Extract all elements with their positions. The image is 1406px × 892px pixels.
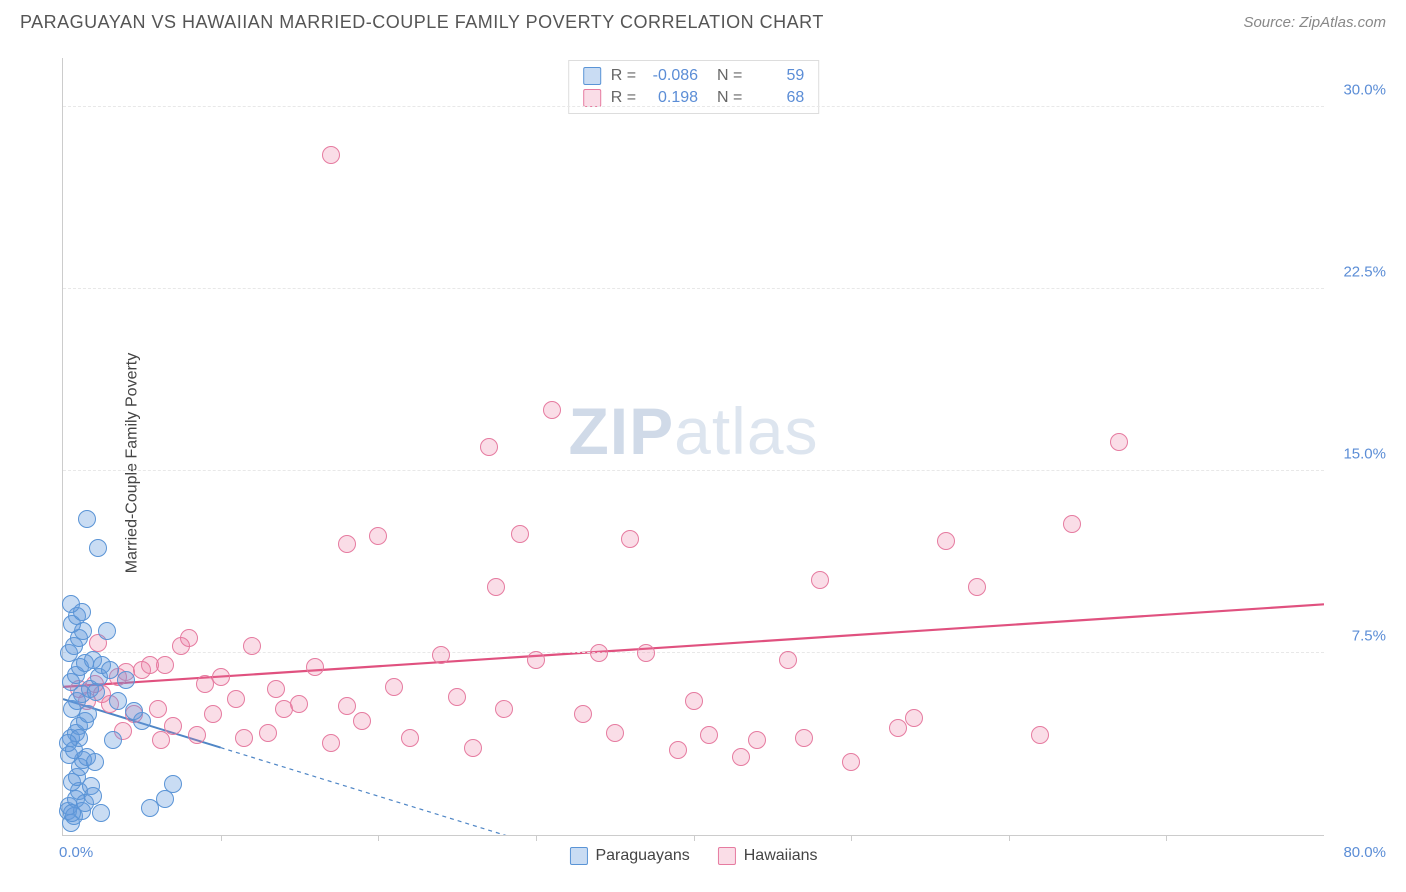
data-point-pink <box>353 712 371 730</box>
swatch-pink-icon <box>718 847 736 865</box>
data-point-pink <box>152 731 170 749</box>
source-credit: Source: ZipAtlas.com <box>1243 14 1386 31</box>
x-tick <box>536 835 537 841</box>
data-point-pink <box>290 695 308 713</box>
data-point-pink <box>606 724 624 742</box>
data-point-pink <box>149 700 167 718</box>
data-point-pink <box>1110 433 1128 451</box>
data-point-pink <box>322 146 340 164</box>
watermark: ZIPatlas <box>568 393 818 469</box>
data-point-pink <box>495 700 513 718</box>
data-point-pink <box>480 438 498 456</box>
plot-area: ZIPatlas R =-0.086 N =59 R =0.198 N =68 … <box>62 58 1324 836</box>
data-point-pink <box>164 717 182 735</box>
data-point-pink <box>487 578 505 596</box>
data-point-pink <box>1063 515 1081 533</box>
data-point-pink <box>432 646 450 664</box>
data-point-pink <box>385 678 403 696</box>
data-point-pink <box>905 709 923 727</box>
data-point-pink <box>511 525 529 543</box>
data-point-pink <box>732 748 750 766</box>
x-tick <box>221 835 222 841</box>
data-point-pink <box>227 690 245 708</box>
trend-lines <box>63 58 1324 835</box>
swatch-blue <box>583 67 601 85</box>
data-point-pink <box>322 734 340 752</box>
data-point-pink <box>527 651 545 669</box>
data-point-pink <box>842 753 860 771</box>
data-point-pink <box>1031 726 1049 744</box>
x-tick <box>1166 835 1167 841</box>
data-point-blue <box>164 775 182 793</box>
data-point-pink <box>543 401 561 419</box>
data-point-pink <box>889 719 907 737</box>
data-point-pink <box>464 739 482 757</box>
legend-item-blue: Paraguayans <box>569 847 689 865</box>
data-point-pink <box>621 530 639 548</box>
data-point-pink <box>180 629 198 647</box>
bottom-legend: Paraguayans Hawaiians <box>569 847 817 865</box>
data-point-pink <box>685 692 703 710</box>
data-point-pink <box>267 680 285 698</box>
data-point-blue <box>117 671 135 689</box>
data-point-pink <box>748 731 766 749</box>
data-point-pink <box>401 729 419 747</box>
data-point-pink <box>968 578 986 596</box>
data-point-pink <box>156 656 174 674</box>
data-point-pink <box>243 637 261 655</box>
data-point-pink <box>212 668 230 686</box>
data-point-pink <box>590 644 608 662</box>
data-point-pink <box>448 688 466 706</box>
chart-title: PARAGUAYAN VS HAWAIIAN MARRIED-COUPLE FA… <box>20 12 824 33</box>
data-point-pink <box>338 535 356 553</box>
data-point-blue <box>84 787 102 805</box>
data-point-blue <box>89 539 107 557</box>
gridline <box>63 288 1324 289</box>
data-point-blue <box>78 510 96 528</box>
y-tick-label: 7.5% <box>1352 627 1386 644</box>
data-point-blue <box>92 804 110 822</box>
chart-container: Married-Couple Family Poverty ZIPatlas R… <box>12 50 1394 876</box>
gridline <box>63 470 1324 471</box>
data-point-pink <box>235 729 253 747</box>
data-point-blue <box>98 622 116 640</box>
x-tick <box>694 835 695 841</box>
data-point-pink <box>669 741 687 759</box>
data-point-blue <box>59 734 77 752</box>
x-axis-max-label: 80.0% <box>1343 844 1386 861</box>
gridline <box>63 106 1324 107</box>
data-point-pink <box>700 726 718 744</box>
data-point-blue <box>104 731 122 749</box>
data-point-pink <box>188 726 206 744</box>
data-point-pink <box>637 644 655 662</box>
x-tick <box>851 835 852 841</box>
data-point-pink <box>779 651 797 669</box>
data-point-pink <box>574 705 592 723</box>
data-point-blue <box>125 702 143 720</box>
data-point-pink <box>937 532 955 550</box>
data-point-blue <box>141 799 159 817</box>
data-point-pink <box>204 705 222 723</box>
data-point-pink <box>338 697 356 715</box>
stats-row-blue: R =-0.086 N =59 <box>583 65 805 87</box>
y-tick-label: 30.0% <box>1343 81 1386 98</box>
data-point-blue <box>86 753 104 771</box>
data-point-pink <box>369 527 387 545</box>
y-tick-label: 22.5% <box>1343 263 1386 280</box>
x-axis-min-label: 0.0% <box>59 844 93 861</box>
swatch-pink <box>583 89 601 107</box>
data-point-pink <box>306 658 324 676</box>
data-point-blue <box>62 595 80 613</box>
x-tick <box>378 835 379 841</box>
data-point-pink <box>259 724 277 742</box>
y-tick-label: 15.0% <box>1343 445 1386 462</box>
legend-item-pink: Hawaiians <box>718 847 818 865</box>
data-point-pink <box>811 571 829 589</box>
data-point-pink <box>795 729 813 747</box>
swatch-blue-icon <box>569 847 587 865</box>
x-tick <box>1009 835 1010 841</box>
